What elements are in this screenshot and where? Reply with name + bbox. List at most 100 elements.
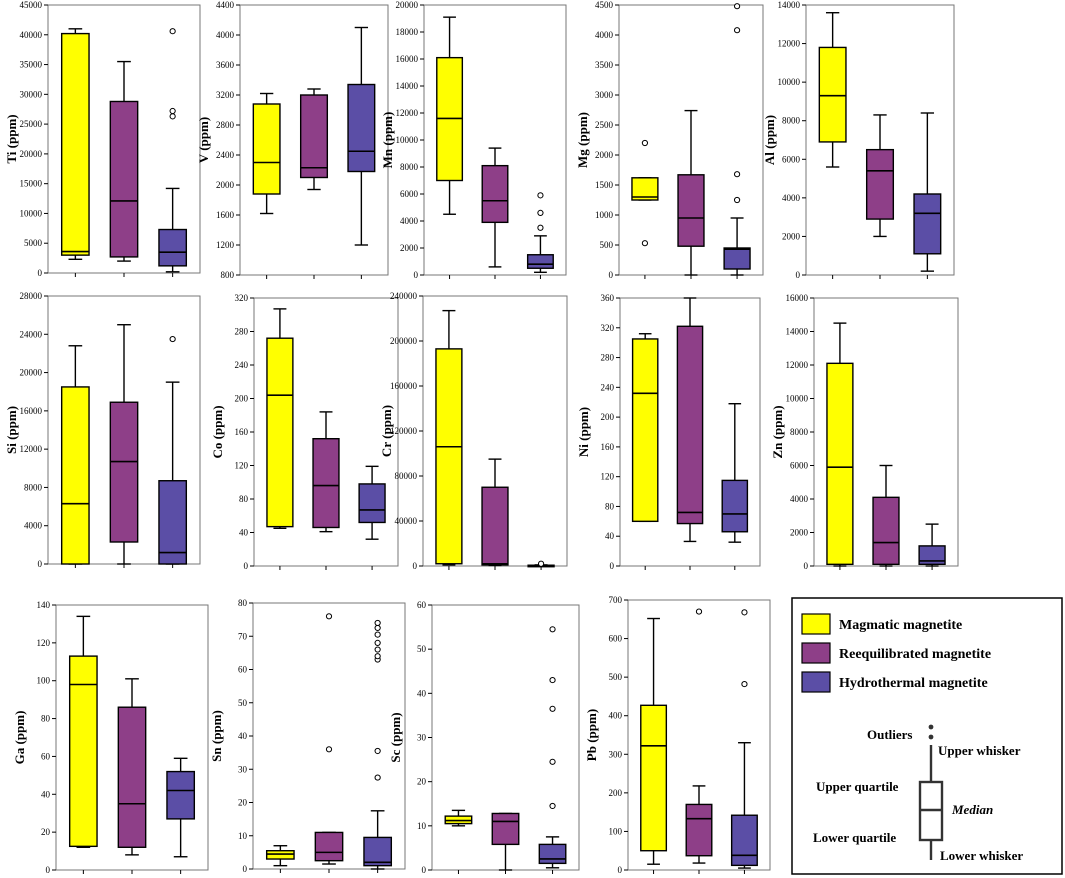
box-reequilibrated-magnetite <box>109 324 139 565</box>
y-tick-label: 160000 <box>390 381 418 391</box>
y-axis-label: Pb (ppm) <box>584 709 599 761</box>
y-axis-label: Mg (ppm) <box>575 112 590 168</box>
box-reequilibrated-magnetite <box>481 458 509 567</box>
panel-sc: 0 10 20 30 40 50 60 Sc (ppm) <box>388 600 580 875</box>
outlier-point <box>169 113 176 120</box>
y-axis-label: Zn (ppm) <box>770 405 785 458</box>
y-tick-label: 5000 <box>24 238 43 248</box>
outlier-point <box>325 613 333 620</box>
y-tick-label: 1200 <box>216 240 235 250</box>
outlier-point <box>549 802 556 810</box>
y-tick-label: 0 <box>414 270 419 280</box>
y-axis-label: Sc (ppm) <box>388 712 403 762</box>
y-tick-label: 14000 <box>786 327 809 337</box>
y-tick-label: 20 <box>417 777 427 787</box>
box-magmatic-magnetite <box>435 309 463 566</box>
iqr-box <box>721 479 749 533</box>
y-tick-label: 12000 <box>20 444 43 454</box>
box-hydrothermal-magnetite <box>363 619 393 870</box>
y-tick-label: 320 <box>601 323 615 333</box>
y-tick-label: 800 <box>221 270 235 280</box>
y-tick-label: 10000 <box>778 77 801 87</box>
y-tick-label: 500 <box>609 672 623 682</box>
outlier-point <box>374 639 381 647</box>
iqr-box <box>314 831 344 862</box>
y-tick-label: 25000 <box>20 119 43 129</box>
y-tick-label: 2000 <box>782 231 801 241</box>
y-tick-label: 35000 <box>20 60 43 70</box>
box-reequilibrated-magnetite <box>117 678 147 856</box>
box-magmatic-magnetite <box>640 617 668 865</box>
iqr-box <box>117 706 147 848</box>
y-tick-label: 1500 <box>595 180 614 190</box>
y-tick-label: 0 <box>618 865 623 875</box>
y-tick-label: 120 <box>601 472 615 482</box>
y-tick-label: 4400 <box>216 0 235 10</box>
y-tick-label: 80 <box>605 501 615 511</box>
y-tick-label: 3200 <box>216 90 235 100</box>
iqr-box <box>818 46 847 143</box>
y-tick-label: 3500 <box>595 60 614 70</box>
outlier-point <box>374 653 381 660</box>
iqr-box <box>872 496 900 566</box>
y-tick-label: 20000 <box>20 368 43 378</box>
y-tick-label: 4000 <box>595 30 614 40</box>
key-upper-whisker-label: Upper whisker <box>938 743 1021 758</box>
y-tick-label: 700 <box>609 595 623 605</box>
panel-al: 0 2000 4000 6000 8000 10000 12000 14000 Al (ppm) <box>762 0 955 280</box>
box-hydrothermal-magnetite <box>723 3 751 276</box>
outlier-point <box>537 560 545 567</box>
y-tick-label: 0 <box>243 864 248 874</box>
key-lower-whisker-label: Lower whisker <box>940 848 1023 863</box>
box-hydrothermal-magnetite <box>526 192 554 273</box>
box-reequilibrated-magnetite <box>299 88 329 191</box>
y-tick-label: 160 <box>601 442 615 452</box>
box-magmatic-magnetite <box>68 615 98 848</box>
y-tick-label: 4000 <box>782 193 801 203</box>
y-tick-label: 8000 <box>400 162 419 172</box>
iqr-box <box>685 803 713 857</box>
y-tick-label: 16000 <box>786 293 809 303</box>
outlier-point <box>549 676 556 684</box>
y-tick-label: 70 <box>238 631 248 641</box>
box-hydrothermal-magnetite <box>721 403 749 543</box>
box-magmatic-magnetite <box>266 308 294 530</box>
outlier-point <box>169 28 176 35</box>
iqr-box <box>266 337 294 528</box>
outlier-point <box>549 705 556 712</box>
y-tick-label: 3000 <box>595 90 614 100</box>
outlier-point <box>733 27 741 34</box>
y-tick-label: 0 <box>804 561 809 571</box>
y-tick-label: 20000 <box>396 0 419 10</box>
outlier-point <box>549 626 556 633</box>
y-tick-label: 4000 <box>216 30 235 40</box>
y-tick-label: 80 <box>238 598 248 608</box>
y-tick-label: 80 <box>41 714 51 724</box>
y-tick-label: 360 <box>601 293 615 303</box>
y-tick-label: 6000 <box>400 189 419 199</box>
legend: Magmatic magnetite Reequilibrated magnet… <box>791 597 1063 875</box>
y-tick-label: 60 <box>238 665 248 675</box>
panel-ni: 0 40 80 120 160 200 240 280 320 360 Ni (ppm) <box>576 293 761 571</box>
outlier-point <box>733 171 741 178</box>
panel-mg: 0 500 1000 1500 2000 2500 3000 3500 4000 4500 Mg (… <box>575 0 764 280</box>
panel-pb: 0 100 200 300 400 500 600 700 Pb (ppm) <box>584 595 771 875</box>
y-axis-label: Si (ppm) <box>4 406 19 454</box>
y-tick-label: 100 <box>609 826 623 836</box>
outlier-point <box>537 209 544 216</box>
y-tick-label: 2800 <box>216 120 235 130</box>
box-reequilibrated-magnetite <box>481 147 509 268</box>
iqr-box <box>166 770 196 820</box>
y-tick-label: 10000 <box>396 135 419 145</box>
iqr-box <box>363 836 393 867</box>
y-tick-label: 4000 <box>24 521 43 531</box>
y-axis-label: V (ppm) <box>196 117 211 163</box>
iqr-box <box>60 32 90 256</box>
box-reequilibrated-magnetite <box>676 297 704 543</box>
legend-swatch-reequilibrated <box>801 642 831 664</box>
iqr-box <box>730 814 758 867</box>
y-tick-label: 0 <box>38 268 43 278</box>
y-tick-label: 200 <box>235 394 249 404</box>
outlier-point <box>733 3 741 10</box>
plot-frame <box>252 602 406 870</box>
